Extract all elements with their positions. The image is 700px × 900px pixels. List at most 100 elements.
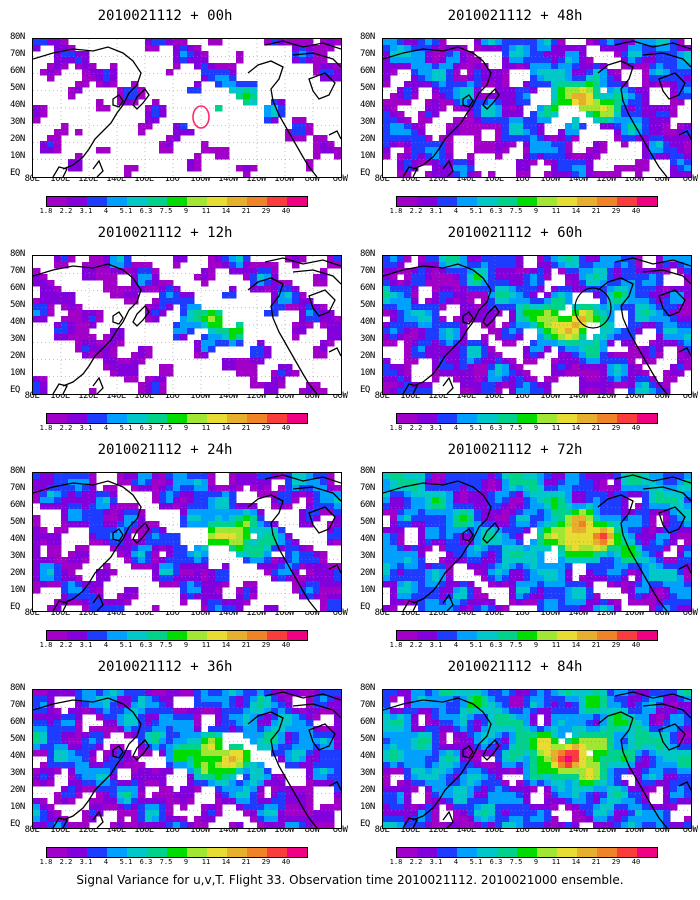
variance-cell — [530, 316, 538, 323]
variance-cell — [642, 322, 650, 329]
variance-cell — [103, 334, 111, 341]
variance-cell — [593, 69, 601, 76]
variance-cell — [530, 497, 538, 504]
variance-cell — [194, 780, 202, 787]
variance-cell — [453, 99, 461, 106]
variance-cell — [502, 87, 510, 94]
variance-cell — [404, 171, 412, 177]
variance-cell — [292, 370, 300, 377]
variance-cell — [306, 563, 314, 570]
variance-cell — [537, 268, 545, 275]
variance-cell — [642, 521, 650, 528]
variance-cell — [558, 328, 566, 335]
variance-cell — [572, 515, 580, 522]
variance-cell — [474, 340, 482, 347]
variance-cell — [481, 322, 489, 329]
variance-cell — [173, 503, 181, 510]
variance-cell — [187, 497, 195, 504]
variance-cell — [572, 153, 580, 160]
lat-label: 70N — [10, 49, 25, 59]
variance-cell — [327, 774, 335, 781]
variance-cell — [453, 57, 461, 64]
variance-cell — [593, 334, 601, 341]
variance-cell — [481, 256, 489, 263]
variance-cell — [299, 786, 307, 793]
variance-cell — [663, 382, 671, 389]
variance-cell — [516, 376, 524, 383]
variance-cell — [488, 69, 496, 76]
variance-cell — [320, 551, 328, 558]
variance-cell — [551, 135, 559, 142]
variance-cell — [320, 509, 328, 516]
variance-cell — [467, 352, 475, 359]
variance-cell — [432, 497, 440, 504]
variance-cell — [383, 473, 391, 480]
variance-cell — [467, 388, 475, 394]
variance-cell — [82, 473, 90, 480]
variance-cell — [572, 370, 580, 377]
variance-cell — [47, 479, 55, 486]
variance-cell — [47, 310, 55, 317]
variance-cell — [467, 346, 475, 353]
variance-cell — [432, 370, 440, 377]
variance-cell — [40, 581, 48, 588]
variance-cell — [215, 714, 223, 721]
variance-cell — [481, 473, 489, 480]
variance-cell — [327, 599, 335, 606]
variance-cell — [656, 129, 664, 136]
variance-cell — [117, 720, 125, 727]
variance-cell — [131, 774, 139, 781]
variance-cell — [614, 563, 622, 570]
variance-cell — [33, 798, 41, 805]
variance-cell — [425, 63, 433, 70]
variance-cell — [236, 696, 244, 703]
variance-cell — [82, 551, 90, 558]
variance-cell — [96, 262, 104, 269]
variance-cell — [628, 129, 636, 136]
variance-cell — [229, 479, 237, 486]
variance-cell — [516, 334, 524, 341]
variance-cell — [334, 515, 341, 522]
variance-cell — [334, 75, 341, 82]
variance-cell — [271, 714, 279, 721]
variance-cell — [250, 804, 258, 811]
variance-cell — [68, 714, 76, 721]
variance-cell — [677, 153, 685, 160]
variance-cell — [117, 370, 125, 377]
variance-cell — [635, 298, 643, 305]
variance-cell — [47, 280, 55, 287]
variance-cell — [460, 485, 468, 492]
variance-cell — [166, 473, 174, 480]
variance-cell — [327, 147, 335, 154]
variance-cell — [145, 262, 153, 269]
variance-cell — [243, 696, 251, 703]
variance-cell — [103, 726, 111, 733]
variance-cell — [222, 533, 230, 540]
variance-cell — [299, 135, 307, 142]
variance-cell — [460, 515, 468, 522]
variance-cell — [306, 774, 314, 781]
variance-cell — [635, 539, 643, 546]
variance-cell — [47, 491, 55, 498]
variance-cell — [152, 575, 160, 582]
variance-cell — [180, 798, 188, 805]
variance-cell — [292, 262, 300, 269]
variance-cell — [159, 533, 167, 540]
variance-cell — [117, 816, 125, 823]
variance-cell — [509, 545, 517, 552]
variance-cell — [467, 545, 475, 552]
variance-cell — [642, 57, 650, 64]
variance-cell — [565, 165, 573, 172]
variance-cell — [327, 141, 335, 148]
variance-cell — [656, 316, 664, 323]
variance-cell — [82, 515, 90, 522]
variance-cell — [61, 587, 69, 594]
variance-cell — [208, 750, 216, 757]
variance-cell — [236, 792, 244, 799]
colorbar-label: 6.3 — [139, 858, 153, 866]
variance-cell — [145, 714, 153, 721]
variance-cell — [236, 690, 244, 697]
variance-cell — [250, 581, 258, 588]
variance-cell — [383, 105, 391, 112]
variance-cell — [635, 515, 643, 522]
